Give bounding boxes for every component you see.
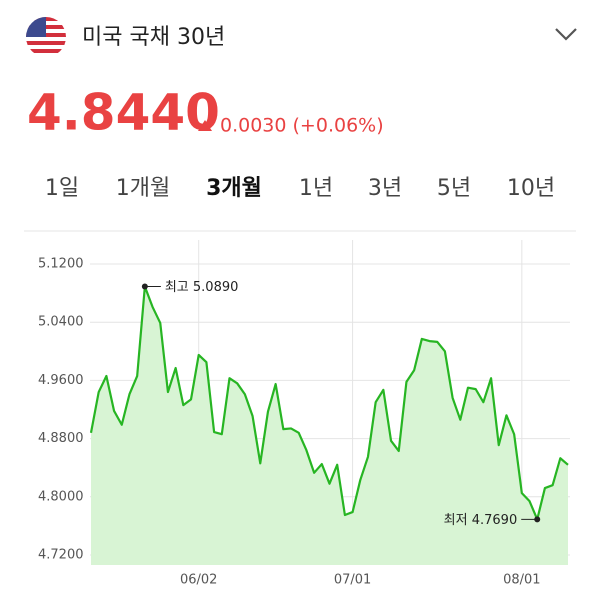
low-point xyxy=(534,516,541,523)
tab[interactable]: 1일 xyxy=(45,176,79,201)
y-tick-label: 4.8800 xyxy=(38,431,84,446)
up-arrow xyxy=(198,120,212,131)
expand-chevron[interactable] xyxy=(555,28,577,41)
x-tick-label: 07/01 xyxy=(334,573,371,588)
y-tick-label: 4.7200 xyxy=(38,548,84,563)
tab[interactable]: 1개월 xyxy=(116,176,170,201)
x-tick-label: 08/01 xyxy=(503,573,540,588)
chart: 4.7200 4.8000 4.8800 4.9600 5.0400 5.1200 06/0… xyxy=(38,240,570,588)
x-tick-label: 06/02 xyxy=(180,573,217,588)
tab[interactable]: 3개월 xyxy=(206,176,262,201)
flag-icon xyxy=(26,17,66,57)
high-label: 최고 5.0890 xyxy=(165,280,239,295)
line xyxy=(89,285,569,521)
y-tick-label: 5.0400 xyxy=(38,315,84,330)
price-change: 0.0030 (+0.06%) xyxy=(220,115,384,137)
high-point xyxy=(141,283,148,290)
tab[interactable]: 1년 xyxy=(299,176,333,201)
tab-bar: 1일 1개월 3개월 1년 3년 5년 10년 xyxy=(45,176,555,201)
title: 미국 국채 30년 xyxy=(82,25,225,50)
tab[interactable]: 10년 xyxy=(507,176,555,201)
price: 4.8440 xyxy=(27,84,220,142)
low-label: 최저 4.7690 xyxy=(444,513,518,528)
tab[interactable]: 3년 xyxy=(368,176,402,201)
y-tick-label: 4.9600 xyxy=(38,373,84,388)
tab[interactable]: 5년 xyxy=(437,176,471,201)
line-area xyxy=(91,286,568,565)
y-tick-label: 4.8000 xyxy=(38,489,84,504)
y-tick-label: 5.1200 xyxy=(38,257,84,272)
